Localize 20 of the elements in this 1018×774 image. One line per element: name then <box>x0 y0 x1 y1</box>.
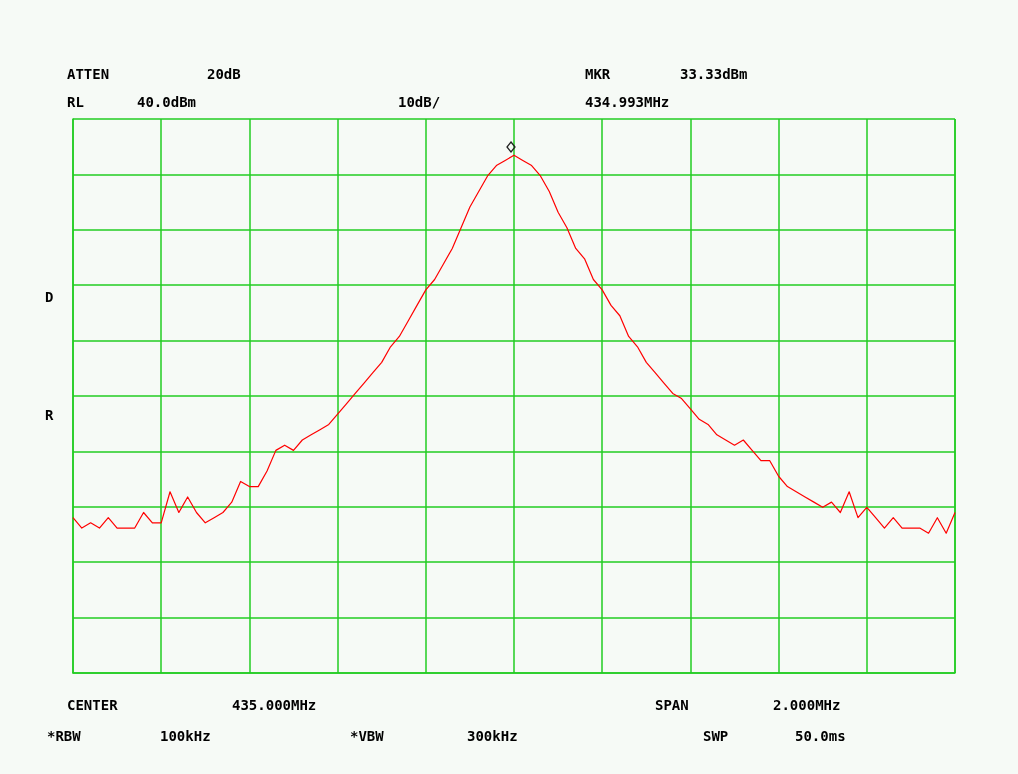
text: RL <box>67 94 84 110</box>
text: SWP <box>703 728 729 744</box>
text: *RBW <box>47 728 82 744</box>
text: 2.000MHz <box>773 697 841 713</box>
text: R <box>45 407 54 423</box>
text: SPAN <box>655 697 689 713</box>
text: CENTER <box>67 697 119 713</box>
text: 435.000MHz <box>232 697 317 713</box>
text: 50.0ms <box>795 728 846 744</box>
text: 434.993MHz <box>585 94 670 110</box>
text: ATTEN <box>67 66 110 82</box>
text: MKR <box>585 66 611 82</box>
text: D <box>45 289 54 305</box>
text: 300kHz <box>467 728 518 744</box>
text: *VBW <box>350 728 385 744</box>
text: 100kHz <box>160 728 211 744</box>
text: 20dB <box>207 66 241 82</box>
text: 10dB/ <box>398 94 441 110</box>
text: 40.0dBm <box>137 94 197 110</box>
text: 33.33dBm <box>680 66 748 82</box>
